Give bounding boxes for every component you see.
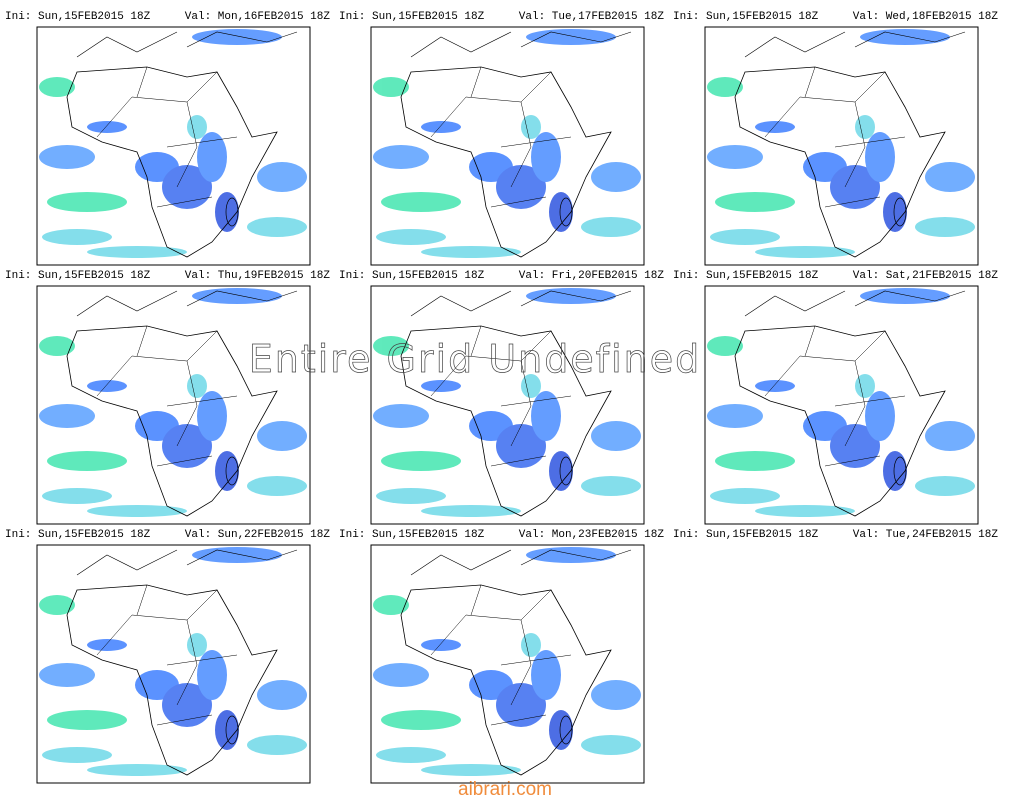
valid-time: Val: Wed,18FEB2015 18Z bbox=[853, 11, 999, 23]
init-time: Ini: Sun,15FEB2015 18Z bbox=[5, 11, 151, 23]
map-panel: Ini: Sun,15FEB2015 18Z Val: Mon,23FEB2015… bbox=[339, 529, 665, 784]
init-time: Ini: Sun,15FEB2015 18Z bbox=[339, 270, 485, 282]
precip-map bbox=[371, 545, 644, 783]
map-frame bbox=[36, 544, 311, 784]
map-frame bbox=[704, 26, 979, 266]
valid-time: Val: Tue,17FEB2015 18Z bbox=[519, 11, 665, 23]
precip-map bbox=[37, 286, 310, 524]
map-panel: Ini: Sun,15FEB2015 18Z Val: Fri,20FEB2015… bbox=[339, 270, 665, 525]
map-panel: Ini: Sun,15FEB2015 18Z Val: Sun,22FEB2015… bbox=[5, 529, 331, 784]
valid-time: Val: Mon,23FEB2015 18Z bbox=[519, 529, 665, 541]
valid-time: Val: Thu,19FEB2015 18Z bbox=[185, 270, 331, 282]
precip-map bbox=[37, 545, 310, 783]
undefined-message: Entire Grid Undefined bbox=[249, 337, 702, 381]
map-panel: Ini: Sun,15FEB2015 18Z Val: Sat,21FEB2015… bbox=[673, 270, 999, 525]
valid-time: Val: Fri,20FEB2015 18Z bbox=[519, 270, 665, 282]
precip-map bbox=[705, 27, 978, 265]
valid-time: Val: Mon,16FEB2015 18Z bbox=[185, 11, 331, 23]
valid-time: Val: Sun,22FEB2015 18Z bbox=[185, 529, 331, 541]
init-time: Ini: Sun,15FEB2015 18Z bbox=[5, 270, 151, 282]
map-frame bbox=[36, 26, 311, 266]
valid-time: Val: Tue,24FEB2015 18Z bbox=[853, 529, 999, 541]
map-frame bbox=[370, 544, 645, 784]
map-frame bbox=[704, 285, 979, 525]
init-time: Ini: Sun,15FEB2015 18Z bbox=[339, 529, 485, 541]
precip-map bbox=[37, 27, 310, 265]
init-time: Ini: Sun,15FEB2015 18Z bbox=[5, 529, 151, 541]
map-frame bbox=[370, 26, 645, 266]
map-frame bbox=[36, 285, 311, 525]
map-frame bbox=[370, 285, 645, 525]
map-panel: Ini: Sun,15FEB2015 18Z Val: Tue,17FEB2015… bbox=[339, 11, 665, 266]
map-panel: Ini: Sun,15FEB2015 18Z Val: Tue,24FEB2015… bbox=[673, 529, 998, 541]
map-panel: Ini: Sun,15FEB2015 18Z Val: Wed,18FEB2015… bbox=[673, 11, 999, 266]
init-time: Ini: Sun,15FEB2015 18Z bbox=[673, 11, 819, 23]
watermark: aibrari.com bbox=[458, 779, 552, 797]
precip-map bbox=[371, 286, 644, 524]
precip-map bbox=[371, 27, 644, 265]
valid-time: Val: Sat,21FEB2015 18Z bbox=[853, 270, 999, 282]
init-time: Ini: Sun,15FEB2015 18Z bbox=[339, 11, 485, 23]
init-time: Ini: Sun,15FEB2015 18Z bbox=[673, 529, 819, 541]
map-panel: Ini: Sun,15FEB2015 18Z Val: Mon,16FEB2015… bbox=[5, 11, 331, 266]
precip-map bbox=[705, 286, 978, 524]
init-time: Ini: Sun,15FEB2015 18Z bbox=[673, 270, 819, 282]
map-panel: Ini: Sun,15FEB2015 18Z Val: Thu,19FEB2015… bbox=[5, 270, 331, 525]
